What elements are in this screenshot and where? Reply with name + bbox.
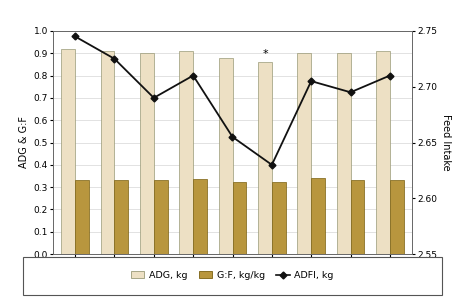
Legend: ADG, kg, G:F, kg/kg, ADFI, kg: ADG, kg, G:F, kg/kg, ADFI, kg	[128, 268, 337, 283]
Bar	[154, 180, 167, 254]
Bar	[75, 180, 89, 254]
Bar	[311, 178, 325, 254]
Bar	[101, 51, 114, 254]
Y-axis label: Feed Intake: Feed Intake	[441, 114, 451, 171]
Bar	[298, 53, 311, 254]
Bar	[179, 51, 193, 254]
Bar	[337, 53, 351, 254]
Bar	[61, 49, 75, 254]
Bar	[140, 53, 154, 254]
Bar	[272, 182, 286, 254]
Bar	[351, 180, 364, 254]
Text: *: *	[262, 49, 268, 59]
Bar	[390, 180, 404, 254]
Y-axis label: ADG & G:F: ADG & G:F	[20, 116, 29, 169]
Text: Figure 1 – Effect of DDGS level and withdrawal period on ADG, G:F and ADFI.: Figure 1 – Effect of DDGS level and with…	[6, 9, 416, 18]
Bar	[232, 182, 246, 254]
FancyBboxPatch shape	[23, 257, 442, 295]
Bar	[376, 51, 390, 254]
Bar	[219, 58, 232, 254]
Bar	[258, 62, 272, 254]
Bar	[114, 180, 128, 254]
Bar	[193, 179, 207, 254]
